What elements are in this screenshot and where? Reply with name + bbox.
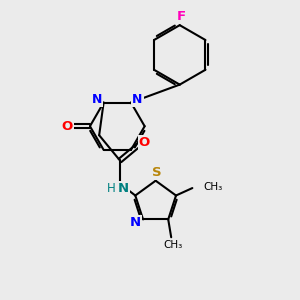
Text: CH₃: CH₃ xyxy=(163,240,182,250)
Text: O: O xyxy=(61,120,73,133)
Text: S: S xyxy=(152,166,162,179)
Text: N: N xyxy=(130,216,141,229)
Text: N: N xyxy=(118,182,129,195)
Text: N: N xyxy=(132,93,143,106)
Text: H: H xyxy=(107,182,116,195)
Text: CH₃: CH₃ xyxy=(204,182,223,192)
Text: N: N xyxy=(92,93,102,106)
Text: O: O xyxy=(139,136,150,149)
Text: F: F xyxy=(177,10,186,23)
